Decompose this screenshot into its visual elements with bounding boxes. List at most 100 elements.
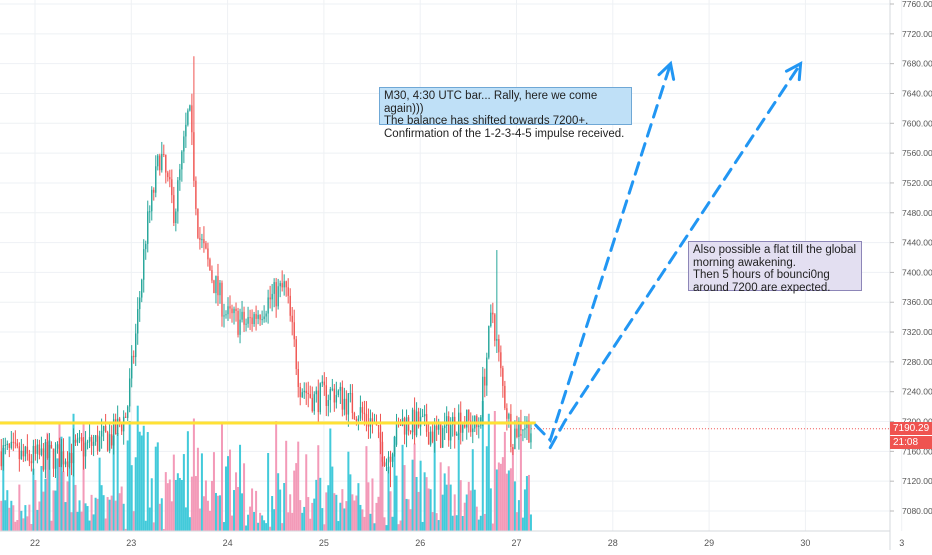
- volume-bar: [361, 509, 364, 531]
- volume-bar: [192, 418, 195, 531]
- volume-bar: [309, 518, 312, 531]
- volume-bar: [176, 473, 179, 531]
- volume-bar: [443, 473, 446, 531]
- time-axis[interactable]: 22 23 24 25 26 27 28 29 30 3: [30, 538, 904, 548]
- annotation-note-flat[interactable]: Also possible a flat till the global mor…: [688, 241, 862, 294]
- volume-bar: [395, 475, 398, 531]
- volume-bar: [186, 431, 189, 531]
- candle-body: [108, 434, 111, 451]
- volume-bar: [365, 446, 368, 531]
- candle-body: [317, 390, 319, 413]
- volume-bar: [313, 498, 316, 531]
- candle-body: [347, 393, 350, 415]
- candle-body: [293, 322, 295, 340]
- volume-bar: [299, 500, 302, 531]
- candle-body: [8, 443, 11, 448]
- candle-body: [443, 425, 446, 429]
- volume-bar: [423, 472, 426, 531]
- volume-bar: [387, 466, 390, 531]
- candle-body: [417, 411, 420, 427]
- candle-body: [34, 445, 37, 454]
- candle-body: [38, 444, 41, 455]
- candle-body: [421, 416, 424, 418]
- annotation-note-rally[interactable]: M30, 4:30 UTC bar... Rally, here we come…: [379, 87, 632, 140]
- price-axis[interactable]: 7080.00 7120.00 7160.00 7200.00 7240.00 7280.…: [890, 0, 932, 516]
- volume-bar: [401, 444, 404, 531]
- volume-bar: [118, 493, 121, 531]
- candle-body: [54, 448, 57, 469]
- candle-body: [30, 461, 33, 464]
- volume-bar: [293, 470, 296, 531]
- forecast-arrow-line: [548, 62, 803, 450]
- volume-bar: [70, 512, 73, 531]
- candle-body: [437, 423, 440, 430]
- candle-body: [126, 406, 129, 418]
- volume-bar: [307, 497, 310, 531]
- candle-body: [36, 444, 39, 454]
- candle-body: [427, 431, 430, 445]
- candle-body: [299, 386, 301, 398]
- time-tick-label: 29: [704, 538, 714, 548]
- candle-body: [496, 339, 498, 341]
- volume-bar: [469, 490, 472, 531]
- volume-bar: [421, 521, 424, 531]
- price-tick-label: 7520.00: [902, 178, 932, 188]
- volume-bar: [389, 491, 392, 531]
- volume-bar: [253, 511, 256, 531]
- price-tick-label: 7080.00: [902, 506, 932, 516]
- candle-body: [307, 392, 309, 395]
- candle-body: [151, 189, 153, 212]
- candle-body: [365, 414, 368, 422]
- time-tick-label: 28: [608, 538, 618, 548]
- candle-body: [2, 445, 5, 467]
- candle-body: [508, 414, 510, 419]
- candle-body: [0, 451, 2, 467]
- candle-body: [169, 177, 171, 180]
- volume-bar: [431, 512, 434, 531]
- volume-bar: [52, 490, 55, 531]
- volume-bar: [144, 520, 147, 531]
- volume-bar: [405, 498, 408, 531]
- candle-body: [90, 437, 93, 446]
- volume-bar: [375, 502, 378, 531]
- time-tick-label: 25: [319, 538, 329, 548]
- candle-body: [377, 425, 380, 427]
- candle-body: [40, 448, 43, 455]
- candle-body: [476, 415, 478, 428]
- volume-bar: [341, 489, 344, 531]
- volume-bar: [433, 442, 436, 531]
- candle-body: [337, 390, 340, 395]
- volume-bar: [255, 490, 258, 531]
- volume-bar: [343, 508, 346, 531]
- volume-bar: [501, 457, 504, 531]
- volume-bar: [281, 523, 284, 531]
- volume-bar: [190, 476, 193, 531]
- volume-bar: [487, 413, 490, 531]
- candle-body: [351, 393, 354, 414]
- candle-body: [464, 424, 466, 428]
- volume-bar: [208, 510, 211, 531]
- candle-body: [257, 314, 259, 319]
- time-tick-label: 23: [126, 538, 136, 548]
- candle-body: [88, 437, 91, 442]
- candle-body: [120, 424, 123, 432]
- candle-body: [52, 448, 55, 469]
- volume-bar: [527, 474, 530, 531]
- candle-body: [357, 418, 360, 421]
- volume-bar: [172, 454, 175, 531]
- candle-body: [217, 276, 219, 296]
- volume-bar: [0, 500, 3, 531]
- candle-body: [110, 434, 113, 446]
- volume-bar: [162, 528, 165, 531]
- candle-body: [128, 378, 131, 407]
- volume-bar: [112, 435, 115, 531]
- volume-bar: [116, 433, 119, 531]
- volume-bar: [377, 496, 380, 531]
- volume-bar: [84, 503, 87, 531]
- volume-bar: [106, 497, 109, 531]
- candle-body: [385, 462, 388, 466]
- volume-bar: [130, 465, 133, 531]
- candlesticks: [0, 56, 532, 488]
- candle-body: [149, 211, 151, 213]
